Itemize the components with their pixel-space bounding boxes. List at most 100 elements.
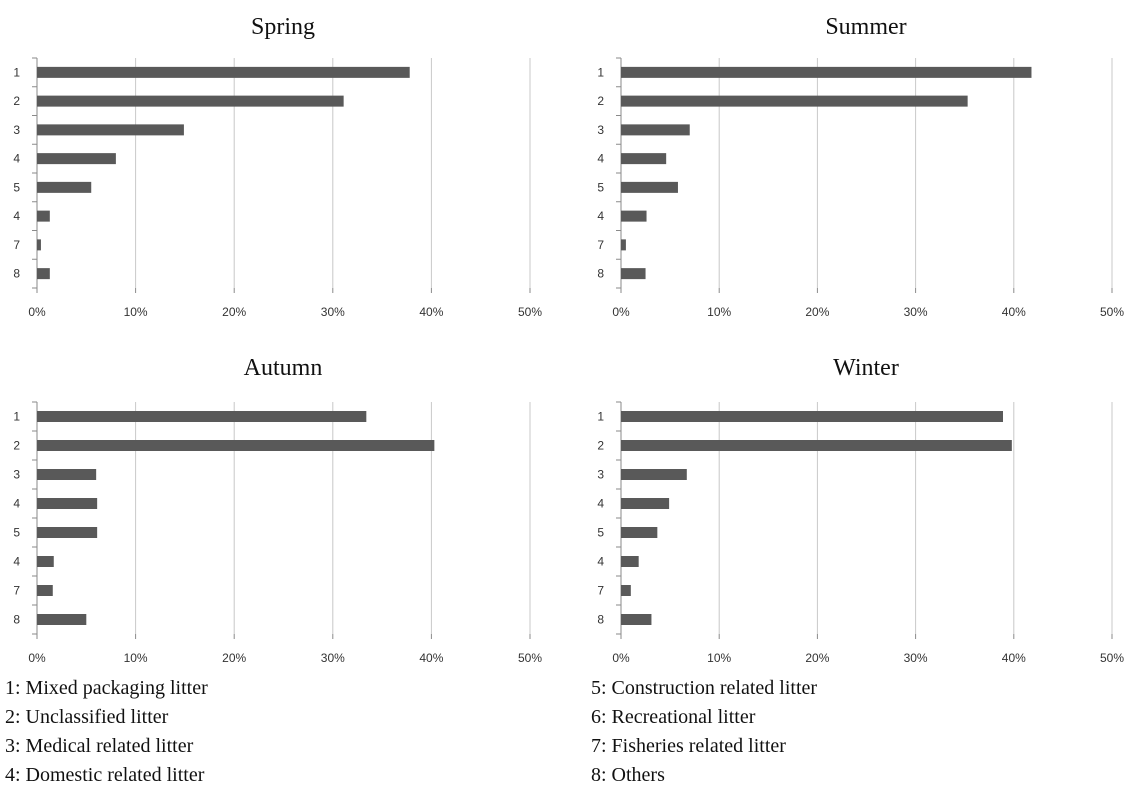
bar-5 xyxy=(621,181,678,193)
chart-title: Spring xyxy=(251,14,315,40)
category-label: 1 xyxy=(13,410,20,424)
category-label: 3 xyxy=(597,123,604,137)
x-tick-label: 40% xyxy=(1002,651,1026,665)
x-tick-label: 10% xyxy=(707,305,731,319)
category-label: 5 xyxy=(13,180,20,194)
category-label: 8 xyxy=(597,267,604,281)
category-label: 2 xyxy=(597,439,604,453)
bar-2 xyxy=(37,95,344,107)
bar-7 xyxy=(37,239,41,251)
x-tick-label: 0% xyxy=(28,651,46,665)
bar-5 xyxy=(37,181,92,193)
x-tick-label: 40% xyxy=(1002,305,1026,319)
category-label: 4 xyxy=(13,209,20,223)
category-label: 2 xyxy=(13,439,20,453)
category-label: 2 xyxy=(597,94,604,108)
category-label: 5 xyxy=(597,180,604,194)
legend-item-7: 7: Fisheries related litter xyxy=(591,735,786,757)
bar-4 xyxy=(621,498,670,509)
x-tick-label: 30% xyxy=(321,305,345,319)
bar-1 xyxy=(621,411,1003,422)
x-tick-label: 20% xyxy=(222,651,246,665)
bar-5 xyxy=(37,527,98,538)
bar-4 xyxy=(621,556,639,567)
x-tick-label: 50% xyxy=(1100,305,1124,319)
bar-7 xyxy=(37,585,53,596)
x-tick-label: 50% xyxy=(518,651,542,665)
bar-5 xyxy=(621,527,658,538)
x-tick-label: 30% xyxy=(321,651,345,665)
category-label: 7 xyxy=(13,238,20,252)
x-tick-label: 20% xyxy=(222,305,246,319)
bar-2 xyxy=(621,440,1012,451)
bar-3 xyxy=(37,469,97,480)
bar-8 xyxy=(37,268,50,280)
bar-3 xyxy=(621,124,690,136)
bar-1 xyxy=(37,66,410,78)
category-legend-left: 1: Mixed packaging litter 2: Unclassifie… xyxy=(5,674,208,790)
bar-8 xyxy=(37,614,87,625)
bar-7 xyxy=(621,585,631,596)
category-label: 4 xyxy=(597,209,604,223)
bar-4 xyxy=(37,153,116,165)
bar-2 xyxy=(621,95,968,107)
x-tick-label: 40% xyxy=(419,651,443,665)
category-label: 7 xyxy=(597,238,604,252)
category-label: 3 xyxy=(597,468,604,482)
legend-item-6: 6: Recreational litter xyxy=(591,706,756,728)
category-label: 4 xyxy=(13,152,20,166)
bar-4 xyxy=(621,153,667,165)
bar-8 xyxy=(621,268,646,280)
bar-1 xyxy=(37,411,367,422)
category-label: 5 xyxy=(13,526,20,540)
x-tick-label: 0% xyxy=(612,651,630,665)
category-label: 4 xyxy=(597,497,604,511)
x-tick-label: 0% xyxy=(28,305,46,319)
chart-title: Winter xyxy=(833,355,899,381)
bar-4 xyxy=(37,498,98,509)
x-tick-label: 20% xyxy=(805,651,829,665)
category-label: 1 xyxy=(597,65,604,79)
category-label: 8 xyxy=(13,613,20,627)
legend-item-3: 3: Medical related litter xyxy=(5,735,194,757)
x-tick-label: 20% xyxy=(805,305,829,319)
x-tick-label: 0% xyxy=(612,305,630,319)
category-label: 4 xyxy=(13,497,20,511)
category-label: 2 xyxy=(13,94,20,108)
legend-item-8: 8: Others xyxy=(591,764,665,786)
chart-panel-spring: Spring 0% 10% 20% 30% 40% 50% 1 2 3 4 5 4 7 8 xyxy=(13,14,542,319)
category-label: 8 xyxy=(13,267,20,281)
category-label: 7 xyxy=(13,584,20,598)
category-label: 4 xyxy=(597,152,604,166)
chart-panel-autumn: Autumn 0% 10% 20% 30% 40% 50% 1 2 3 4 5 4 7 8 xyxy=(13,355,542,665)
category-label: 4 xyxy=(597,555,604,569)
bar-2 xyxy=(37,440,435,451)
x-tick-label: 30% xyxy=(904,305,928,319)
chart-title: Autumn xyxy=(244,355,323,381)
bar-4 xyxy=(621,210,647,222)
category-label: 5 xyxy=(597,526,604,540)
category-label: 1 xyxy=(13,65,20,79)
category-label: 1 xyxy=(597,410,604,424)
bar-7 xyxy=(621,239,626,251)
category-label: 4 xyxy=(13,555,20,569)
category-label: 8 xyxy=(597,613,604,627)
x-tick-label: 10% xyxy=(124,651,148,665)
legend-item-2: 2: Unclassified litter xyxy=(5,706,169,728)
legend-item-1: 1: Mixed packaging litter xyxy=(5,677,208,699)
category-legend-right: 5: Construction related litter 6: Recrea… xyxy=(591,674,817,790)
x-tick-label: 50% xyxy=(518,305,542,319)
bar-3 xyxy=(37,124,184,136)
legend-item-4: 4: Domestic related litter xyxy=(5,764,205,786)
chart-title: Summer xyxy=(825,14,906,40)
bar-8 xyxy=(621,614,652,625)
chart-panel-summer: Summer 0% 10% 20% 30% 40% 50% 1 2 3 4 5 4 7 8 xyxy=(597,14,1124,319)
x-tick-label: 50% xyxy=(1100,651,1124,665)
x-tick-label: 10% xyxy=(124,305,148,319)
bar-4 xyxy=(37,210,50,222)
legend-item-5: 5: Construction related litter xyxy=(591,677,818,699)
x-tick-label: 40% xyxy=(419,305,443,319)
category-label: 7 xyxy=(597,584,604,598)
chart-panel-winter: Winter 0% 10% 20% 30% 40% 50% 1 2 3 4 5 4 7 8 xyxy=(597,355,1124,665)
